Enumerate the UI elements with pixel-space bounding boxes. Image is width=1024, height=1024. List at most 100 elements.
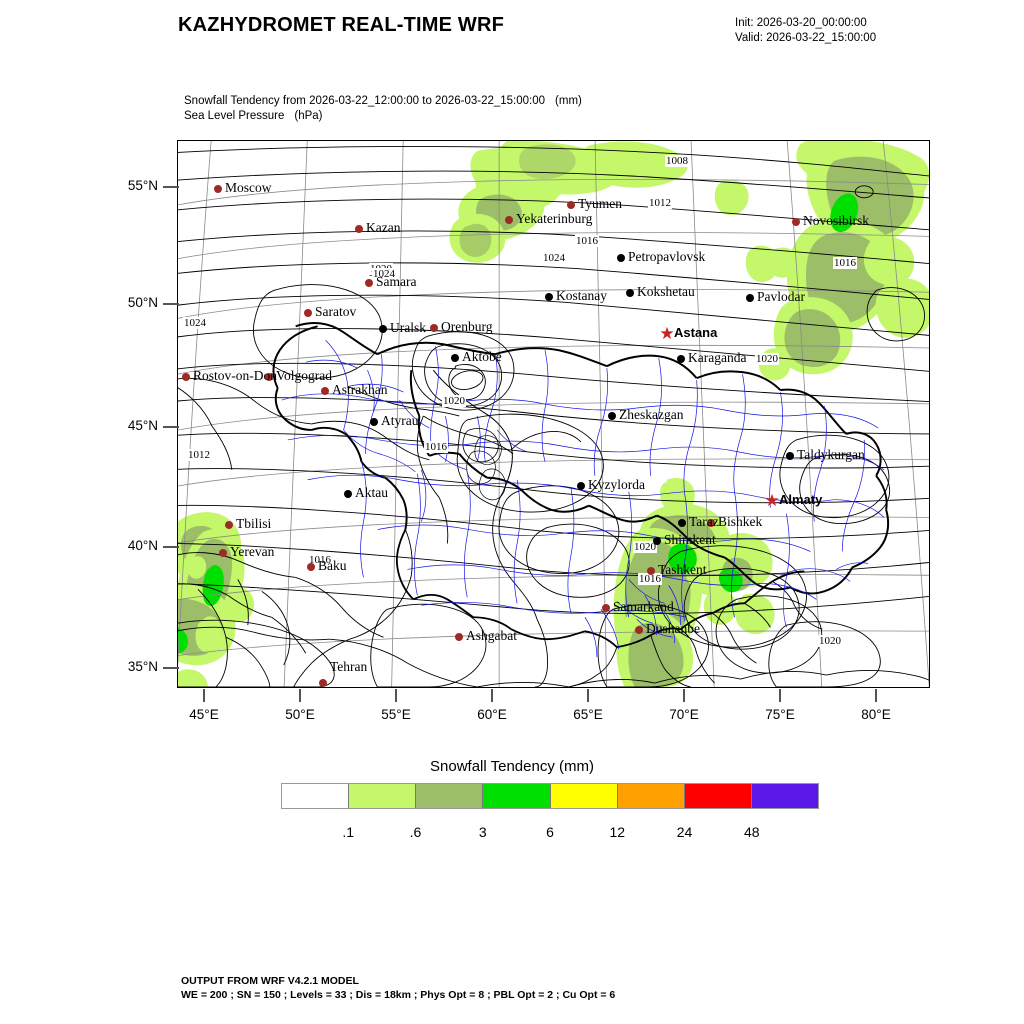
city-marker-dot bbox=[379, 325, 387, 333]
city-marker-dot bbox=[355, 225, 363, 233]
isobar-label-1020-e: 1020 bbox=[442, 395, 466, 407]
isobar-label-1008: 1008 bbox=[665, 155, 689, 167]
city-marker-dot bbox=[746, 294, 754, 302]
isobar-label-1020-se: 1020 bbox=[818, 635, 842, 647]
city-marker-dot bbox=[307, 563, 315, 571]
lon-tick-75e bbox=[779, 689, 781, 702]
city-label: Shimkent bbox=[664, 532, 716, 547]
colorbar-tick-4: 12 bbox=[609, 824, 626, 840]
city-marker-dot bbox=[321, 387, 329, 395]
oblast-boundary-layer bbox=[281, 340, 885, 658]
colorbar-tick-labels: .1 .6 3 6 12 24 48 bbox=[281, 824, 819, 844]
lon-tick-55e bbox=[395, 689, 397, 702]
map-canvas bbox=[178, 141, 929, 687]
colorbar-tick-0: .1 bbox=[342, 824, 355, 840]
city-label: Petropavlovsk bbox=[628, 249, 706, 264]
city-label: Kyzylorda bbox=[588, 477, 645, 492]
city-label: Samara bbox=[376, 274, 417, 289]
isobar-label-1024-w: 1024 bbox=[183, 317, 207, 329]
model-output-footer: OUTPUT FROM WRF V4.2.1 MODEL WE = 200 ; … bbox=[181, 974, 615, 1002]
page-title: KAZHYDROMET REAL-TIME WRF bbox=[178, 14, 505, 36]
lon-tick-label-55e: 55°E bbox=[381, 707, 411, 722]
footer-line-1: OUTPUT FROM WRF V4.2.1 MODEL bbox=[181, 975, 359, 987]
lon-tick-label-75e: 75°E bbox=[765, 707, 795, 722]
city-label: Astrakhan bbox=[332, 382, 388, 397]
city-label: Taldykurgan bbox=[797, 447, 865, 462]
plot-subtitle: Snowfall Tendency from 2026-03-22_12:00:… bbox=[184, 94, 582, 123]
city-marker-dot bbox=[430, 324, 438, 332]
colorbar-tick-2: 3 bbox=[478, 824, 487, 840]
city-label: Moscow bbox=[225, 180, 272, 195]
city-label: Pavlodar bbox=[757, 289, 805, 304]
city-label: Baku bbox=[318, 558, 347, 573]
city-label: Samarkand bbox=[613, 599, 674, 614]
city-marker-dot bbox=[707, 519, 715, 527]
colorbar-tick-5: 24 bbox=[676, 824, 693, 840]
colorbar-segment-7 bbox=[751, 784, 818, 808]
lat-tick-label-40n: 40°N bbox=[127, 538, 158, 553]
city-marker-dot bbox=[678, 519, 686, 527]
city-marker-dot bbox=[182, 373, 190, 381]
isobar-label-1012-w: 1012 bbox=[187, 449, 211, 461]
colorbar-segment-6 bbox=[684, 784, 752, 808]
city-label: Rostov-on-Don bbox=[193, 368, 277, 383]
city-label: Karaganda bbox=[688, 350, 747, 365]
isobar-label-1016-e: 1016 bbox=[833, 257, 857, 269]
city-marker-dot bbox=[602, 604, 610, 612]
city-marker-dot bbox=[647, 567, 655, 575]
lat-tick-35n bbox=[163, 667, 179, 669]
colorbar-tick-1: .6 bbox=[409, 824, 422, 840]
lon-tick-45e bbox=[203, 689, 205, 702]
subtitle-field-line: Snowfall Tendency from 2026-03-22_12:00:… bbox=[184, 95, 546, 107]
country-border-layer bbox=[178, 321, 929, 687]
isobar-label-1012: 1012 bbox=[648, 197, 672, 209]
city-marker-dot bbox=[617, 254, 625, 262]
city-marker-dot bbox=[786, 452, 794, 460]
lat-tick-label-50n: 50°N bbox=[127, 295, 158, 310]
city-marker-dot bbox=[451, 354, 459, 362]
city-label: Uralsk bbox=[390, 320, 426, 335]
lat-tick-label-35n: 35°N bbox=[127, 659, 158, 674]
city-marker-dot bbox=[653, 537, 661, 545]
footer-line-2: WE = 200 ; SN = 150 ; Levels = 33 ; Dis … bbox=[181, 989, 616, 1001]
lat-tick-50n bbox=[163, 303, 179, 305]
lon-tick-label-50e: 50°E bbox=[285, 707, 315, 722]
city-label: Astana bbox=[674, 325, 718, 340]
city-marker-dot bbox=[344, 490, 352, 498]
subtitle-field-units: (mm) bbox=[555, 95, 582, 107]
isobar-label-1024-n: 1024 bbox=[542, 252, 566, 264]
colorbar-segment-4 bbox=[550, 784, 618, 808]
city-label: Almaty bbox=[779, 492, 823, 507]
city-marker-dot bbox=[545, 293, 553, 301]
colorbar-segment-3 bbox=[483, 784, 551, 808]
isobar-label-1024-s: 1024 bbox=[372, 268, 396, 280]
city-label: Zheskazgan bbox=[619, 407, 684, 422]
colorbar[interactable] bbox=[281, 783, 819, 809]
city-label: Dushanbe bbox=[646, 621, 700, 636]
subtitle-contour-units: (hPa) bbox=[294, 109, 323, 122]
city-marker-dot bbox=[304, 309, 312, 317]
city-marker-dot bbox=[265, 373, 273, 381]
lat-tick-label-45n: 45°N bbox=[127, 418, 158, 433]
city-label: Aktau bbox=[355, 485, 388, 500]
isobar-label-1016-sw: 1016 bbox=[308, 554, 332, 566]
lat-tick-45n bbox=[163, 426, 179, 428]
city-label: Saratov bbox=[315, 304, 357, 319]
city-label: Tehran bbox=[330, 659, 368, 674]
city-marker-dot bbox=[214, 185, 222, 193]
snowfall-shading-layer bbox=[178, 141, 929, 687]
valid-time-label: Valid: 2026-03-22_15:00:00 bbox=[735, 32, 877, 44]
city-marker-dot bbox=[577, 482, 585, 490]
colorbar-tick-6: 48 bbox=[743, 824, 760, 840]
city-label: Yekaterinburg bbox=[516, 211, 593, 226]
city-label: Yerevan bbox=[230, 544, 275, 559]
city-marker-dot bbox=[626, 289, 634, 297]
city-label: Tashkent bbox=[658, 562, 707, 577]
lon-tick-80e bbox=[875, 689, 877, 702]
city-marker-dot bbox=[225, 521, 233, 529]
lon-tick-label-60e: 60°E bbox=[477, 707, 507, 722]
colorbar-tick-3: 6 bbox=[546, 824, 554, 840]
city-marker-dot bbox=[365, 279, 373, 287]
map-plot-area[interactable]: 1008 1012 1016 1016 1020 1024 1020 1020 … bbox=[177, 140, 930, 688]
colorbar-segment-5 bbox=[617, 784, 685, 808]
